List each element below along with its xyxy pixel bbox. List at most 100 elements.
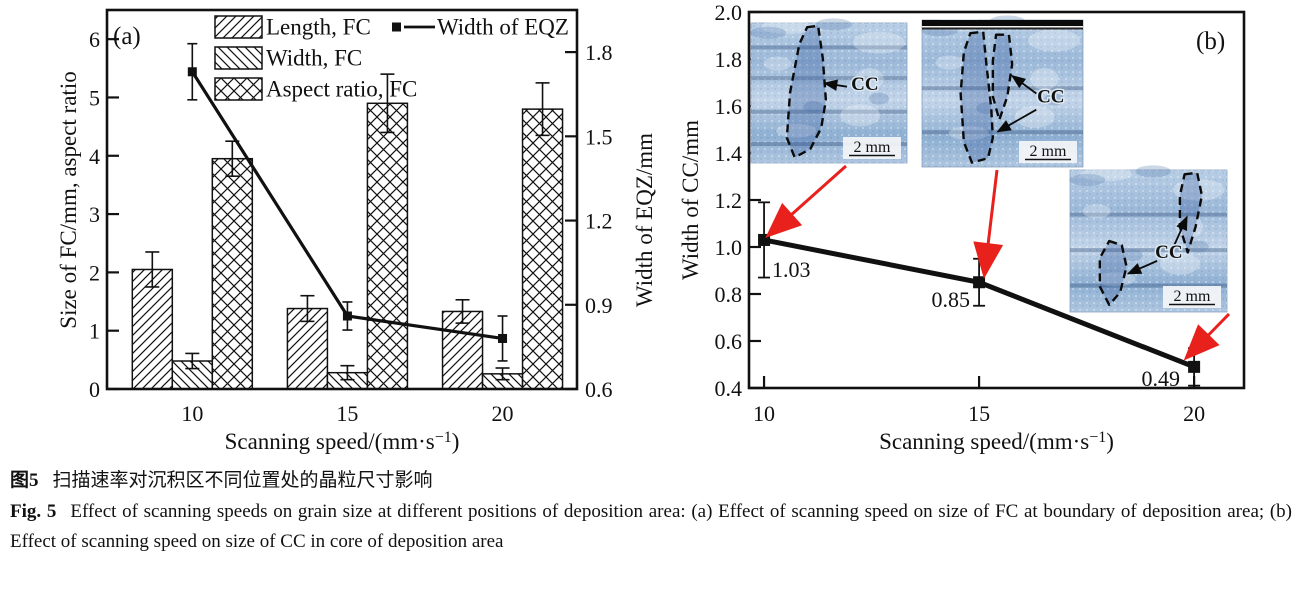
cc-grain-outline <box>991 33 1014 122</box>
grain-highlight <box>1095 272 1136 287</box>
legend-item-width-of-eqz: Width of EQZ <box>392 15 569 40</box>
cc-pointer-arrow-icon <box>1172 215 1188 248</box>
cc-marker-20 <box>1188 360 1201 373</box>
deposition-layer-band <box>922 130 1083 135</box>
deposition-layer-band <box>922 86 1083 91</box>
y-right-tick-label: 1.2 <box>585 209 613 234</box>
y-right-tick-label: 0.9 <box>585 293 613 318</box>
grain-shadow <box>1044 93 1065 106</box>
bar-error-20 <box>495 367 510 381</box>
x-tick-label: 10 <box>181 401 203 426</box>
red-callout-arrow-2-icon <box>973 169 1004 279</box>
cc-pointer-arrow-icon <box>996 108 1037 133</box>
inset-micrograph-1: CC 2 mm <box>750 18 908 164</box>
inset-scale-bar: 2 mm <box>843 137 901 159</box>
legend-item-aspect-ratio-fc: Aspect ratio, FC <box>214 77 417 102</box>
panel-a: 0 1 2 3 4 5 6 0.6 0.9 1.2 1.5 1.8 10 15 20 Length, FC Wi… <box>56 8 657 454</box>
y-right-tick-label: 1.8 <box>585 40 613 65</box>
point-value-label: 1.03 <box>772 257 811 282</box>
bar-error-15 <box>300 294 315 323</box>
caption-en: Fig. 5 Effect of scanning speeds on grain… <box>10 497 1292 556</box>
grain-highlight <box>935 55 964 70</box>
grain-highlight <box>1014 106 1055 129</box>
panel-b-y-title: Width of CC/mm <box>678 120 703 280</box>
scale-bar-label: 2 mm <box>1030 143 1067 160</box>
legend-square-marker <box>392 22 401 32</box>
caption-zh: 图5 扫描速率对沉积区不同位置处的晶粒尺寸影响 <box>10 466 1292 495</box>
cc-pointer-arrow-icon <box>1126 260 1158 275</box>
cc-grain-outline <box>959 30 995 164</box>
bar-length-fc-10 <box>131 268 174 390</box>
cc-grain-outline <box>1098 239 1128 307</box>
deposition-layer-band <box>1070 212 1227 217</box>
deposition-layer-band <box>751 109 907 114</box>
sample-surface-band <box>922 20 1083 26</box>
y-tick-label: 0.8 <box>715 282 743 307</box>
y-tick-label: 1.4 <box>715 141 743 166</box>
x-tick-label: 20 <box>492 401 514 426</box>
grain-highlight <box>855 68 884 90</box>
grain-highlight <box>760 20 813 35</box>
scale-bar-background <box>1019 141 1077 163</box>
legend-label: Width of EQZ <box>437 15 569 40</box>
y-tick-label: 1.6 <box>715 94 743 119</box>
surface-highlight <box>922 26 1083 28</box>
cc-pointer-arrow-icon <box>822 79 848 91</box>
inset-cc-label: CC <box>851 74 878 95</box>
y-tick-label: 1.8 <box>715 47 743 72</box>
legend-label: Width, FC <box>266 46 362 71</box>
y-left-tick-label: 0 <box>89 377 100 402</box>
inset-scale-bar: 2 mm <box>1163 286 1221 308</box>
grain-shadow <box>868 92 889 105</box>
deposition-layer-band <box>751 142 907 146</box>
x-tick-label: 10 <box>753 401 775 426</box>
grain-shadow <box>1188 240 1209 253</box>
bar-error-20 <box>455 298 470 324</box>
deposition-layer-band <box>751 76 907 81</box>
y-left-tick-label: 5 <box>89 85 100 110</box>
bar-aspect-ratio-fc-10 <box>211 157 254 390</box>
caption-en-label: Fig. 5 <box>10 501 57 523</box>
cc-pointer-arrow-icon <box>1010 75 1037 95</box>
bar-error-10 <box>145 251 160 288</box>
caption-zh-text: 扫描速率对沉积区不同位置处的晶粒尺寸影响 <box>52 470 433 491</box>
grain-highlight <box>1028 29 1081 52</box>
panel-b-frame <box>747 10 1246 390</box>
cc-grain-outline <box>785 24 828 159</box>
cc-marker-10 <box>758 233 771 246</box>
y-tick-label: 2.0 <box>715 0 743 25</box>
legend-swatch <box>214 15 263 39</box>
figure-panels: 0 1 2 3 4 5 6 0.6 0.9 1.2 1.5 1.8 10 15 20 Length, FC Wi… <box>56 0 1246 454</box>
panel-a-x-title: Scanning speed/(mm·s−1) <box>225 429 460 454</box>
y-left-tick-label: 4 <box>89 144 100 169</box>
y-left-tick-label: 2 <box>89 260 100 285</box>
grain-shadow <box>750 26 787 39</box>
bar-error-15 <box>380 73 395 134</box>
panel-a-y-left-title: Size of FC/mm, aspect ratio <box>56 71 81 328</box>
y-right-tick-label: 0.6 <box>585 377 613 402</box>
inset-cc-label: CC <box>1155 242 1182 263</box>
x-tick-label: 15 <box>968 401 990 426</box>
y-left-tick-label: 3 <box>89 202 100 227</box>
scale-bar-label: 2 mm <box>854 139 891 156</box>
eqz-marker-20 <box>498 333 508 343</box>
y-left-tick-label: 1 <box>89 319 100 344</box>
inset-micrograph-2: CC 2 mm <box>921 15 1084 168</box>
legend-label: Aspect ratio, FC <box>266 77 417 102</box>
panel-a-legend: Length, FC Width, FC Aspect ratio, FC Width… <box>214 15 569 102</box>
grain-highlight <box>1080 167 1133 182</box>
x-tick-label: 20 <box>1183 401 1205 426</box>
panel-a-frame <box>105 8 579 391</box>
grain-highlight <box>1172 178 1225 201</box>
grain-shadow <box>803 101 824 113</box>
caption-en-text: Effect of scanning speeds on grain size … <box>10 501 1293 552</box>
eqz-marker-10 <box>187 67 197 77</box>
legend-item-width-fc: Width, FC <box>214 46 362 71</box>
grain-shadow <box>815 18 852 31</box>
legend-swatch <box>214 46 263 70</box>
eqz-marker-15 <box>342 311 352 321</box>
grain-highlight <box>948 126 989 141</box>
eqz-line-series <box>187 42 508 362</box>
